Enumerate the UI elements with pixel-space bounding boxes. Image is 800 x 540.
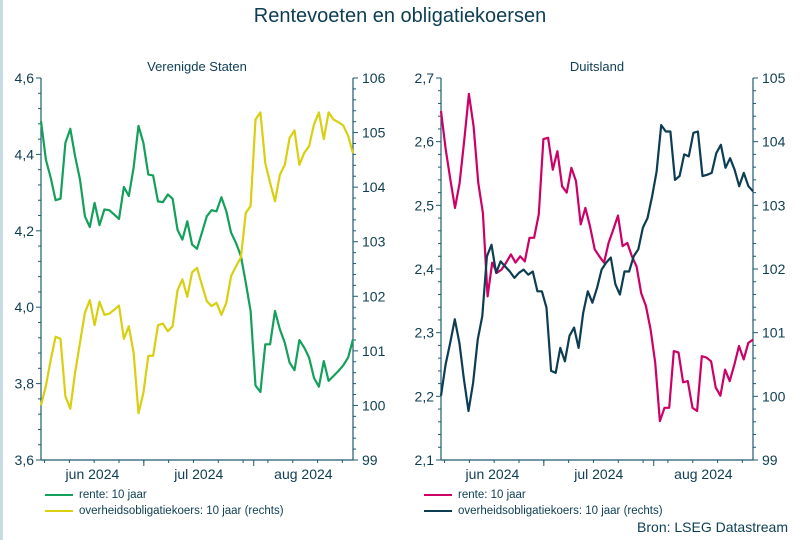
y-tick-label-right: 102 bbox=[362, 288, 386, 304]
legend-label: overheidsobligatiekoers: 10 jaar (rechts… bbox=[79, 505, 284, 517]
legend-swatch bbox=[45, 509, 73, 513]
y-tick-label-left: 4,2 bbox=[15, 223, 35, 239]
x-tick-label: jun 2024 bbox=[65, 466, 120, 482]
y-tick-label-right: 102 bbox=[762, 261, 786, 277]
y-tick-label-right: 104 bbox=[362, 179, 386, 195]
y-tick-label-right: 99 bbox=[762, 452, 778, 468]
y-tick-label-left: 2,6 bbox=[415, 134, 435, 150]
legend-swatch bbox=[45, 493, 73, 497]
legend-item-de-rente: rente: 10 jaar bbox=[424, 489, 526, 501]
series-line-koers bbox=[39, 111, 355, 415]
y-tick-label-right: 106 bbox=[362, 70, 386, 86]
legend-item-us-rente: rente: 10 jaar bbox=[45, 489, 147, 501]
y-tick-label-right: 103 bbox=[362, 234, 386, 250]
y-tick-label-right: 103 bbox=[762, 197, 786, 213]
y-tick-label-left: 2,2 bbox=[415, 388, 435, 404]
y-tick-label-left: 2,1 bbox=[415, 452, 435, 468]
y-tick-label-left: 2,4 bbox=[415, 261, 435, 277]
y-tick-label-right: 100 bbox=[362, 397, 386, 413]
legend-label: overheidsobligatiekoers: 10 jaar (rechts… bbox=[458, 505, 663, 517]
y-tick-label-left: 2,5 bbox=[415, 197, 435, 213]
x-tick-label: jul 2024 bbox=[573, 466, 623, 482]
x-tick-label: jul 2024 bbox=[173, 466, 223, 482]
y-tick-label-right: 99 bbox=[362, 452, 378, 468]
legend-swatch bbox=[424, 493, 452, 497]
page-title: Rentevoeten en obligatiekoersen bbox=[253, 5, 547, 27]
legend-item-us-koers: overheidsobligatiekoers: 10 jaar (rechts… bbox=[45, 505, 284, 517]
y-tick-label-left: 4,6 bbox=[15, 70, 35, 86]
legend-label: rente: 10 jaar bbox=[458, 489, 526, 501]
y-tick-label-left: 4,0 bbox=[15, 299, 35, 315]
y-tick-label-right: 105 bbox=[362, 125, 386, 141]
y-tick-label-left: 2,7 bbox=[415, 70, 435, 86]
series-line-rente bbox=[39, 121, 355, 394]
legend-swatch bbox=[424, 509, 452, 513]
series-line-rente bbox=[439, 92, 754, 423]
panel-title: Duitsland bbox=[570, 59, 624, 74]
legend-label: rente: 10 jaar bbox=[79, 489, 147, 501]
panel-title: Verenigde Staten bbox=[147, 59, 247, 74]
x-tick-label: aug 2024 bbox=[274, 466, 333, 482]
y-tick-label-left: 3,8 bbox=[15, 376, 35, 392]
y-tick-label-left: 2,3 bbox=[415, 325, 435, 341]
source-note: Bron: LSEG Datastream bbox=[637, 519, 788, 535]
y-tick-label-left: 3,6 bbox=[15, 452, 35, 468]
y-tick-label-right: 101 bbox=[762, 325, 786, 341]
y-tick-label-right: 104 bbox=[762, 134, 786, 150]
y-tick-label-right: 105 bbox=[762, 70, 786, 86]
y-tick-label-left: 4,4 bbox=[15, 146, 35, 162]
x-tick-label: jun 2024 bbox=[465, 466, 520, 482]
x-tick-label: aug 2024 bbox=[674, 466, 733, 482]
y-tick-label-right: 100 bbox=[762, 388, 786, 404]
y-tick-label-right: 101 bbox=[362, 343, 386, 359]
legend-item-de-koers: overheidsobligatiekoers: 10 jaar (rechts… bbox=[424, 505, 663, 517]
series-line-koers bbox=[439, 123, 754, 413]
